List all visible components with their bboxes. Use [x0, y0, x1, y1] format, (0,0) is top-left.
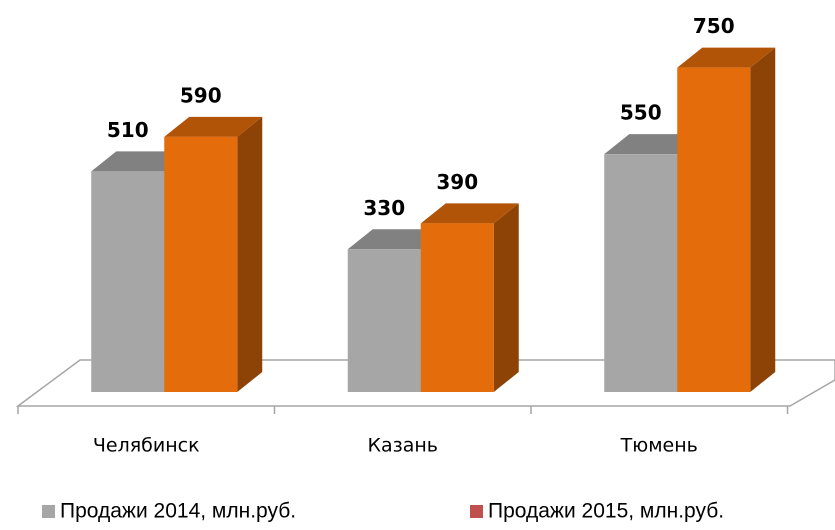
- data-label: 330: [363, 196, 405, 220]
- bar: [604, 154, 678, 392]
- bar-top: [677, 47, 776, 68]
- data-label: 590: [180, 83, 222, 107]
- legend-marker: [470, 505, 483, 518]
- bar-top: [164, 116, 263, 137]
- data-label: 750: [693, 14, 735, 38]
- x-tick-label: Казань: [368, 435, 439, 457]
- x-tick-label: Тюмень: [620, 435, 698, 457]
- bar-top: [420, 203, 519, 224]
- bar: [164, 136, 238, 392]
- legend-marker: [42, 505, 55, 518]
- data-label: 510: [107, 118, 149, 142]
- x-tick-label: Челябинск: [93, 435, 200, 457]
- bar-side: [493, 203, 519, 392]
- bar: [677, 67, 751, 392]
- legend-label: Продажи 2014, млн.руб.: [60, 500, 296, 523]
- bar: [91, 171, 165, 392]
- bar-side: [237, 116, 263, 392]
- bar: [420, 223, 494, 392]
- bar: [347, 249, 421, 392]
- floor: [15, 359, 835, 407]
- data-label: 550: [620, 101, 662, 125]
- legend-label: Продажи 2015, млн.руб.: [488, 500, 724, 523]
- data-label: 390: [436, 170, 478, 194]
- bar-side: [750, 47, 776, 392]
